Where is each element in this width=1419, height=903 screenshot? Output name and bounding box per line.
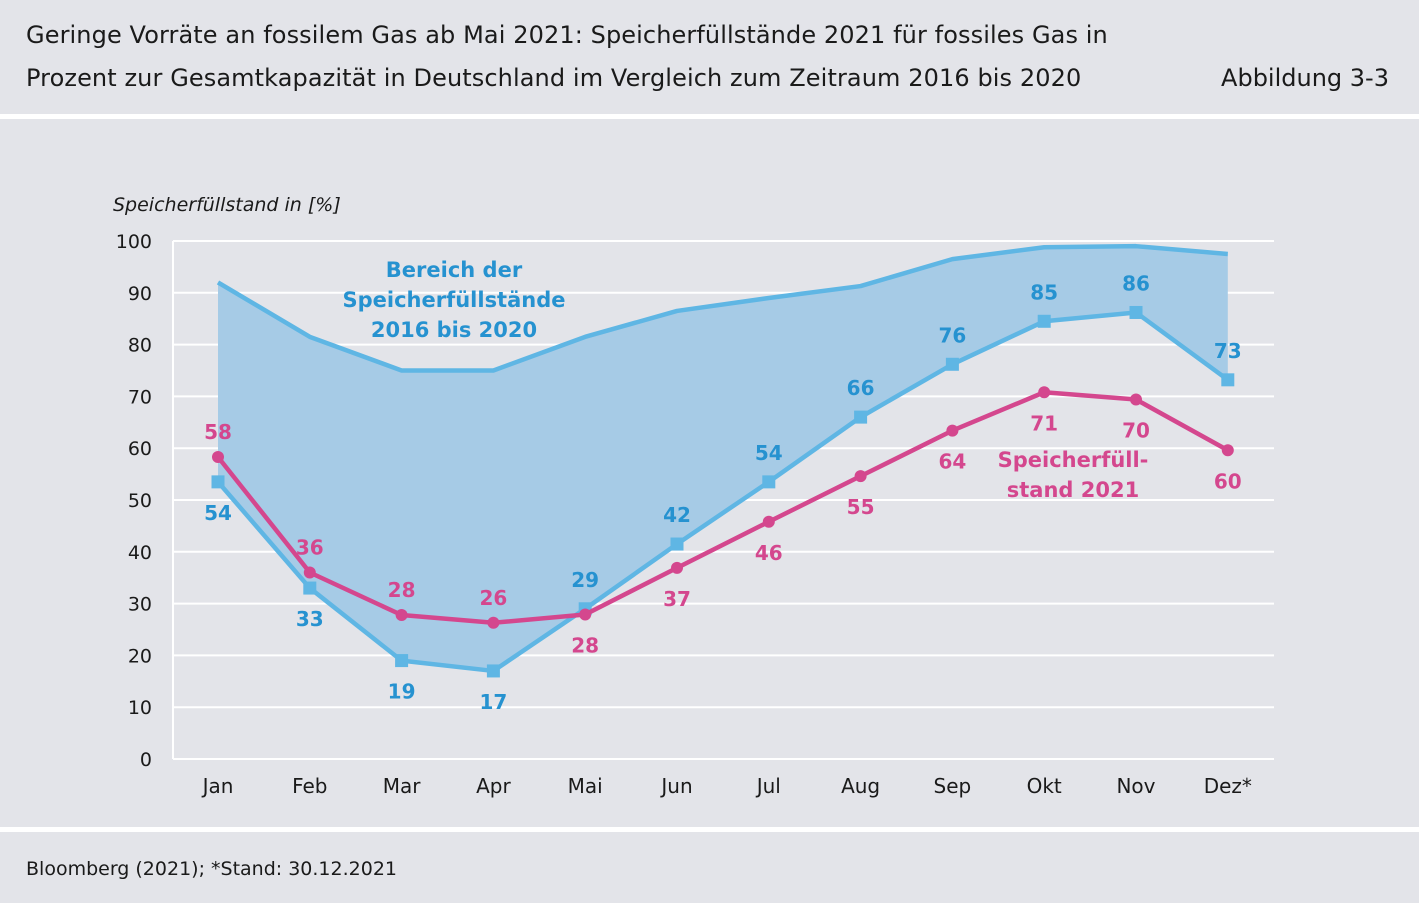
range-band (211, 243, 1235, 678)
series-2021-point (1221, 444, 1234, 457)
series-2021-point (487, 616, 500, 629)
x-tick-label: Aug (841, 774, 880, 798)
y-axis-title: Speicherfüllstand in [%] (113, 194, 341, 216)
series-2021-point (762, 515, 775, 528)
series-2021-point (946, 424, 959, 437)
range-lower-marker (395, 654, 409, 668)
series-2021-point (579, 608, 592, 621)
series-2021-data-label: 28 (388, 578, 416, 602)
x-tick-label: Feb (292, 774, 327, 798)
range-lower-data-label: 54 (204, 501, 232, 525)
series-2021-data-label: 37 (663, 587, 691, 611)
top-divider (0, 114, 1419, 119)
series-2021-data-label: 46 (755, 541, 783, 565)
series-2021-data-label: 26 (479, 586, 507, 610)
source-note: Bloomberg (2021); *Stand: 30.12.2021 (26, 858, 398, 880)
series-2021-point (1130, 393, 1142, 406)
y-tick-label: 100 (116, 231, 152, 253)
series-2021-data-label: 58 (204, 420, 232, 444)
range-lower-data-label: 29 (571, 568, 599, 592)
range-lower-marker (762, 475, 776, 489)
range-lower-data-label: 17 (479, 690, 507, 714)
range-lower-marker (1037, 314, 1051, 328)
x-tick-label: Jan (201, 774, 234, 798)
range-lower-data-label: 19 (388, 680, 416, 704)
figure-label: Abbildung 3-3 (1221, 64, 1389, 92)
range-lower-data-label: 86 (1122, 271, 1150, 295)
chart: 54 33 19 17 29 42 54 66 76 85 86 73 58 36 28 26 28 37 46 55… (113, 194, 1274, 798)
x-tick-label: Okt (1027, 774, 1062, 798)
series-2021-data-label: 36 (296, 536, 324, 560)
bottom-divider (0, 827, 1419, 832)
series-2021-annotation: stand 2021 (1007, 478, 1139, 502)
series-2021-point (671, 561, 683, 574)
range-lower-data-label: 73 (1214, 339, 1242, 363)
x-tick-label: Jul (755, 774, 781, 798)
x-tick-label: Dez* (1204, 774, 1252, 798)
range-lower-marker (303, 581, 317, 595)
range-lower-marker (211, 475, 225, 489)
series-2021-data-label: 71 (1030, 411, 1058, 435)
series-2021-point (212, 451, 224, 464)
range-upper-line (216, 243, 1228, 373)
range-band-annotation: Speicherfüllstände (342, 288, 565, 312)
series-2021-annotation: Speicherfüll- (998, 448, 1149, 472)
y-tick-label: 60 (128, 438, 152, 460)
range-lower-data-label: 66 (847, 376, 875, 400)
range-lower-data-label: 54 (755, 441, 783, 465)
series-2021-data-label: 60 (1214, 469, 1242, 493)
series-2021-point (1038, 386, 1051, 399)
chart-title-line-1: Geringe Vorräte an fossilem Gas ab Mai 2… (26, 21, 1108, 49)
header: Geringe Vorräte an fossilem Gas ab Mai 2… (0, 0, 1419, 114)
range-lower-marker (1221, 373, 1235, 387)
range-lower-marker (670, 537, 684, 551)
x-tick-label: Sep (934, 774, 972, 798)
range-lower-data-label: 76 (938, 323, 966, 347)
y-tick-label: 40 (128, 542, 152, 564)
y-tick-label: 80 (128, 335, 152, 357)
series-2021-point (303, 566, 316, 579)
data-labels: 54 33 19 17 29 42 54 66 76 85 86 73 58 36 28 26 28 37 46 55… (204, 258, 1242, 714)
range-lower-marker (945, 357, 959, 371)
y-tick-label: 10 (128, 697, 152, 719)
x-tick-label: Apr (476, 774, 511, 798)
series-2021-data-label: 64 (938, 450, 966, 474)
range-band-annotation: 2016 bis 2020 (371, 318, 537, 342)
axes: 0 10 20 30 40 50 60 70 80 90 100 Speicherfüllstand … (113, 194, 1274, 798)
series-2021-line (216, 390, 1229, 626)
range-lower-marker (854, 410, 868, 424)
series-2021-data-label: 55 (847, 495, 875, 519)
y-tick-label: 30 (128, 594, 152, 616)
range-lower-marker (486, 664, 500, 678)
y-tick-label: 90 (128, 283, 152, 305)
x-tick-label: Nov (1116, 774, 1155, 798)
x-tick-label: Mar (383, 774, 422, 798)
range-lower-line (216, 310, 1230, 674)
chart-title-line-2: Prozent zur Gesamtkapazität in Deutschla… (26, 64, 1082, 92)
y-tick-label: 70 (128, 386, 152, 408)
x-tick-label: Jun (659, 774, 692, 798)
series-2021-data-label: 28 (571, 633, 599, 657)
y-tick-label: 20 (128, 645, 152, 667)
series-2021-point (854, 470, 867, 483)
series-2021 (212, 386, 1234, 629)
range-band-annotation: Bereich der (386, 258, 523, 282)
series-2021-data-label: 70 (1122, 419, 1150, 443)
range-lower-data-label: 33 (296, 607, 324, 631)
series-2021-point (395, 608, 408, 621)
x-tick-label: Mai (568, 774, 603, 798)
range-lower-data-label: 42 (663, 503, 691, 527)
range-lower-data-label: 85 (1030, 280, 1058, 304)
range-lower-marker (1129, 305, 1143, 319)
y-tick-label: 0 (140, 749, 152, 771)
y-tick-label: 50 (128, 490, 152, 512)
